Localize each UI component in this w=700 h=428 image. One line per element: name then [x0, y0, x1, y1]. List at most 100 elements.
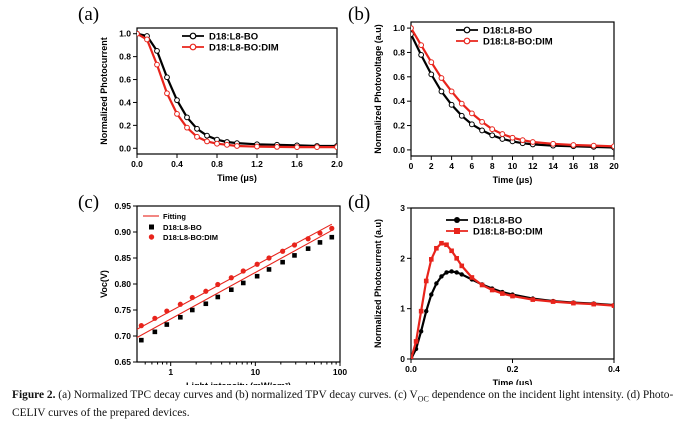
data-point	[174, 97, 180, 104]
legend-marker	[189, 43, 197, 51]
data-point	[448, 101, 455, 108]
data-point	[174, 111, 180, 117]
data-point	[240, 268, 246, 274]
data-point	[418, 42, 425, 49]
plot-area	[137, 30, 337, 151]
data-point	[305, 246, 311, 251]
data-point	[334, 144, 337, 151]
x-tick-label: 2.0	[331, 159, 343, 169]
x-tick-label: 100	[333, 367, 347, 377]
panel-label: (b)	[348, 4, 370, 25]
data-point	[434, 281, 439, 286]
data-point	[189, 307, 195, 313]
x-axis-label: Light intensity (mW/cm²)	[186, 381, 291, 385]
data-point	[434, 245, 439, 251]
legend-label: D18:L8-BO	[209, 32, 258, 43]
y-tick-label: 0.75	[114, 305, 131, 315]
data-point	[274, 143, 280, 150]
data-point	[154, 48, 160, 54]
data-point	[458, 100, 465, 107]
data-point	[184, 114, 190, 121]
legend-marker	[148, 234, 155, 240]
chart-panel-0: (a) 0.0 0.4 0.8 1.2 1.6 2.0 0.0 0.2 0.4 0.6 0.8 1.0 T…	[78, 4, 343, 183]
y-tick-label: 0.90	[114, 227, 131, 237]
data-point	[266, 255, 272, 261]
y-tick-label: 0.6	[119, 75, 131, 85]
data-point	[428, 71, 435, 78]
data-point	[254, 143, 260, 150]
legend-label: D18:L8-BO:DIM	[163, 233, 218, 242]
plot-frame	[136, 27, 338, 155]
data-point	[317, 240, 323, 245]
data-point	[479, 118, 485, 125]
y-axis-label: Voc(V)	[99, 270, 109, 298]
y-tick-label: 1.0	[119, 29, 131, 39]
data-point	[411, 356, 414, 359]
data-point	[215, 294, 221, 300]
data-point	[439, 274, 444, 279]
y-axis-label: Normalized Photovoltage (a.u)	[373, 24, 383, 154]
data-point	[429, 257, 434, 262]
x-tick-label: 10	[251, 367, 261, 377]
data-point	[448, 88, 455, 95]
data-point	[139, 337, 144, 343]
data-point	[591, 301, 596, 307]
data-point	[305, 236, 311, 242]
data-point	[479, 282, 485, 288]
x-tick-label: 10	[508, 161, 518, 171]
y-tick-label: 0.65	[114, 357, 131, 367]
data-point	[550, 299, 556, 304]
x-tick-label: 1.2	[251, 159, 263, 169]
y-tick-label: 1	[400, 304, 405, 314]
legend-label: D18:L8-BO:DIM	[209, 43, 279, 54]
x-tick-label: 6	[470, 161, 475, 171]
data-point	[240, 280, 246, 286]
y-tick-label: 0.2	[393, 121, 405, 131]
data-point	[203, 301, 209, 307]
data-point	[418, 51, 425, 58]
data-point	[194, 133, 200, 140]
data-point	[449, 269, 454, 274]
data-point	[489, 287, 495, 293]
data-point	[428, 59, 435, 66]
data-point	[137, 30, 140, 37]
chart-panel-2: (c) 1 10 100 0.65 0.70 0.75 0.80 0.85 0.90 0.95 Lig…	[78, 192, 347, 385]
x-tick-label: 12	[528, 161, 538, 171]
data-point	[489, 132, 496, 139]
data-point	[479, 127, 485, 134]
y-tick-label: 1.0	[393, 23, 405, 33]
data-point	[570, 142, 577, 148]
data-point	[329, 225, 335, 231]
fit-line	[137, 229, 333, 339]
y-tick-label: 0.6	[393, 72, 405, 82]
chart-panel-1: (b) 0 2 4 6 8 10 12 14 16 18 20 0.0 0.2 0.4 0.6 0.8 1.0 Ti…	[348, 4, 619, 185]
figure-canvas: (a) 0.0 0.4 0.8 1.2 1.6 2.0 0.0 0.2 0.4 0.6 0.8 1.0 T…	[78, 4, 620, 385]
panel-label: (d)	[348, 192, 370, 213]
caption-text-b: dependence on the incident light intensi…	[12, 389, 674, 420]
legend-marker	[454, 217, 460, 223]
data-point	[418, 308, 424, 314]
x-tick-label: 0.4	[608, 364, 620, 374]
data-point	[519, 137, 526, 144]
x-tick-label: 18	[589, 161, 599, 171]
data-point	[164, 74, 170, 81]
figure-caption: Figure 2. (a) Normalized TPC decay curve…	[12, 388, 692, 421]
series-line	[137, 32, 337, 149]
data-point	[228, 275, 234, 281]
y-tick-label: 2	[400, 253, 405, 263]
y-tick-label: 0.95	[114, 201, 131, 211]
x-tick-label: 16	[569, 161, 579, 171]
legend-marker	[189, 32, 197, 40]
series-line	[137, 32, 337, 148]
data-point	[469, 110, 475, 117]
x-tick-label: 0.2	[507, 364, 519, 374]
y-tick-label: 0.0	[393, 145, 405, 155]
x-tick-label: 0.0	[131, 159, 143, 169]
legend-marker	[463, 37, 471, 45]
data-point	[138, 323, 144, 329]
data-point	[194, 125, 200, 132]
data-point	[418, 329, 424, 334]
caption-text-a: (a) Normalized TPC decay curves and (b) …	[55, 389, 418, 401]
data-point	[444, 242, 449, 248]
x-tick-label: 2	[429, 161, 434, 171]
